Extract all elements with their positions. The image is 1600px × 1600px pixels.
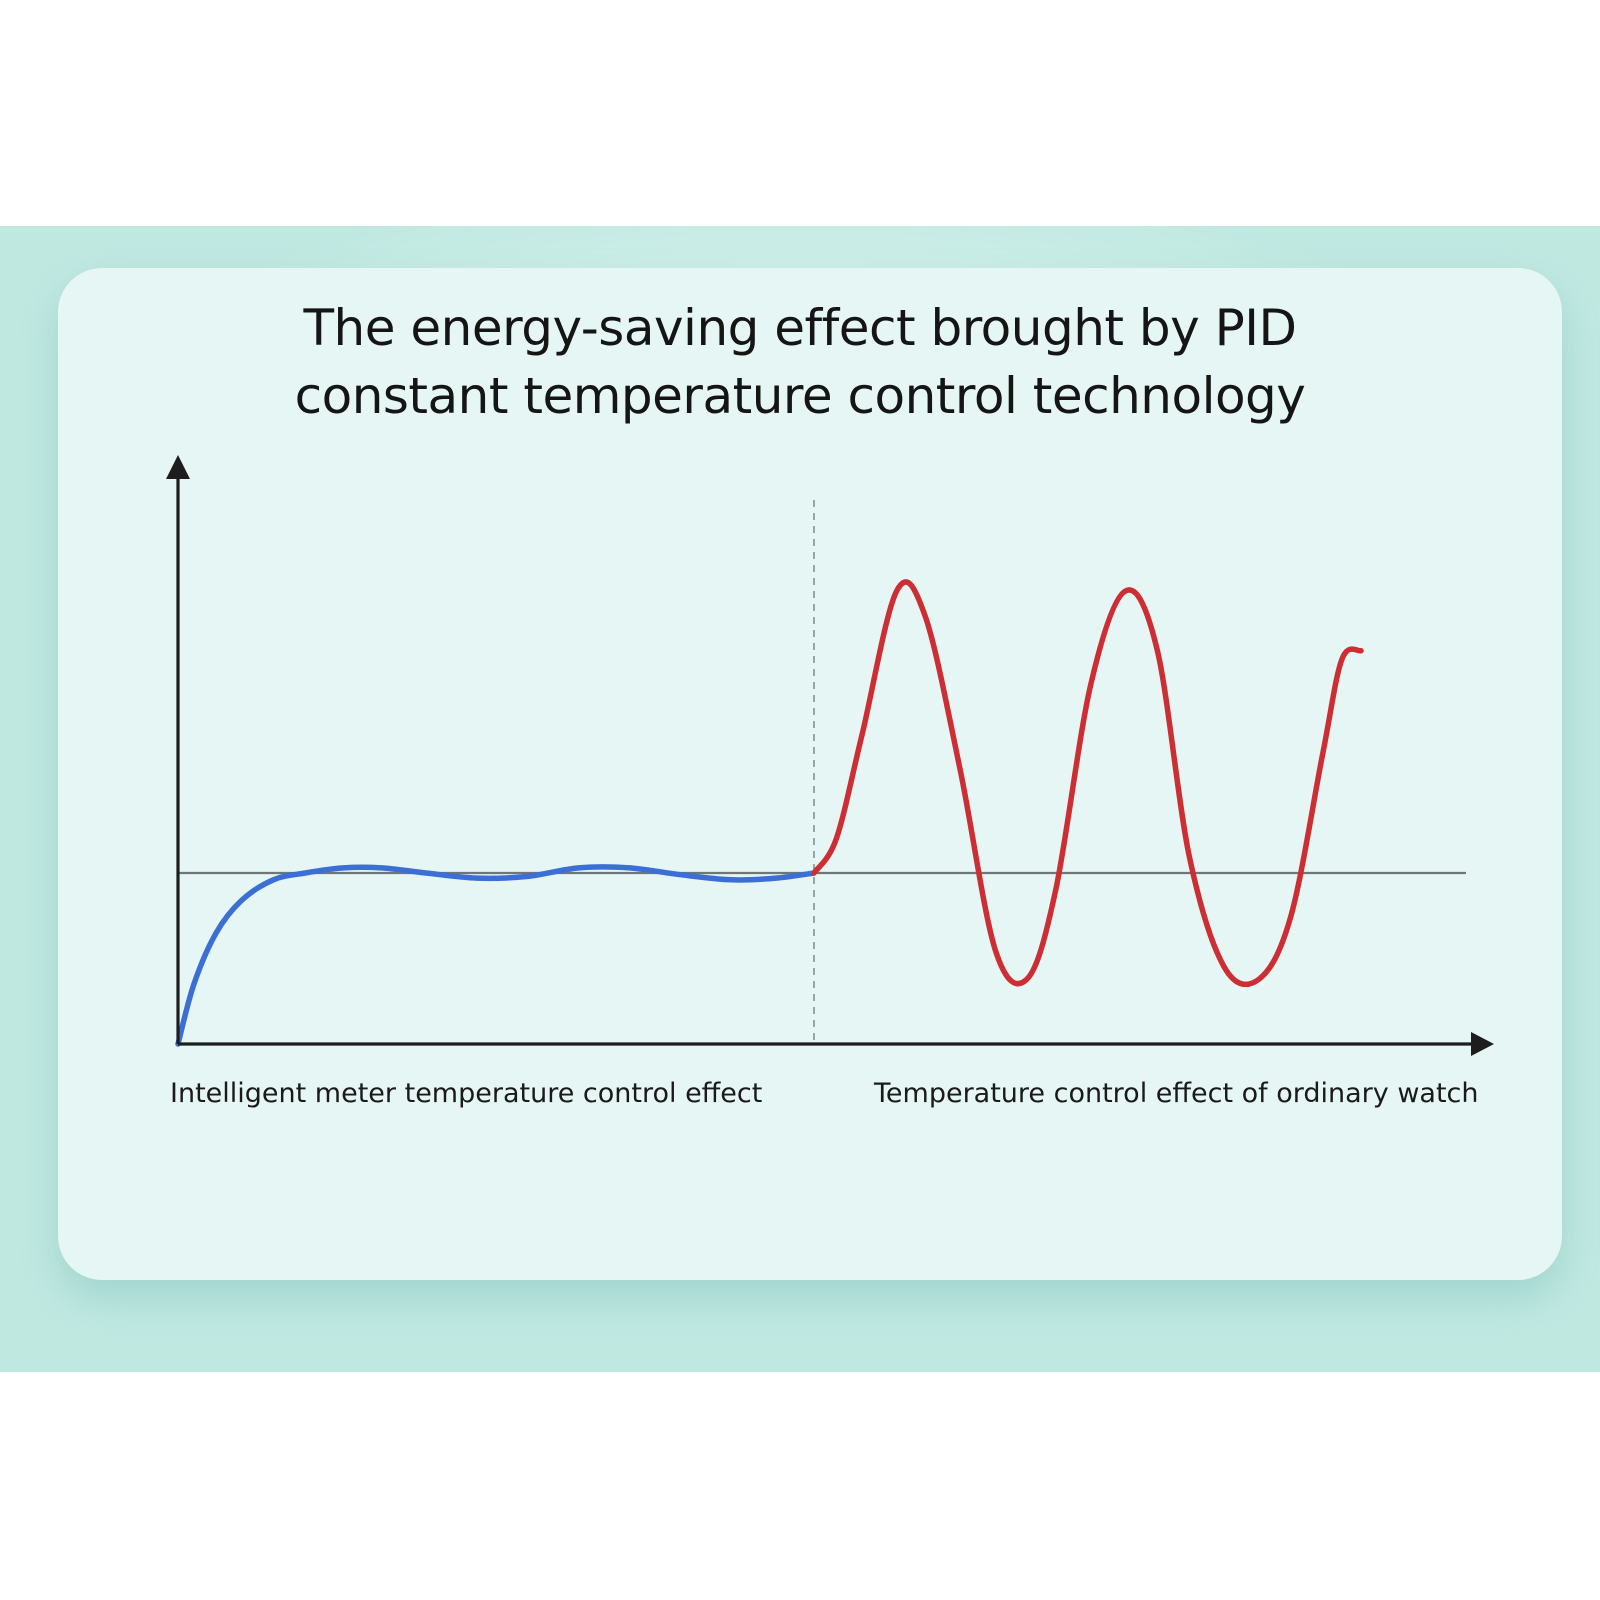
plot-area [166, 455, 1494, 1056]
y-axis-arrowhead [166, 455, 190, 479]
x-axis-arrowhead [1471, 1032, 1494, 1056]
series-line-1 [175, 864, 817, 1047]
chart-title: The energy-saving effect brought by PID … [0, 294, 1600, 430]
section-label-right: Temperature control effect of ordinary w… [873, 1078, 1479, 1109]
series-line-2 [811, 579, 1364, 988]
chart-title-line-1: The energy-saving effect brought by PID [303, 299, 1298, 357]
chart-title-line-2: constant temperature control technology [294, 367, 1306, 425]
section-label-left: Intelligent meter temperature control ef… [170, 1078, 762, 1109]
chart-card [58, 268, 1562, 1280]
